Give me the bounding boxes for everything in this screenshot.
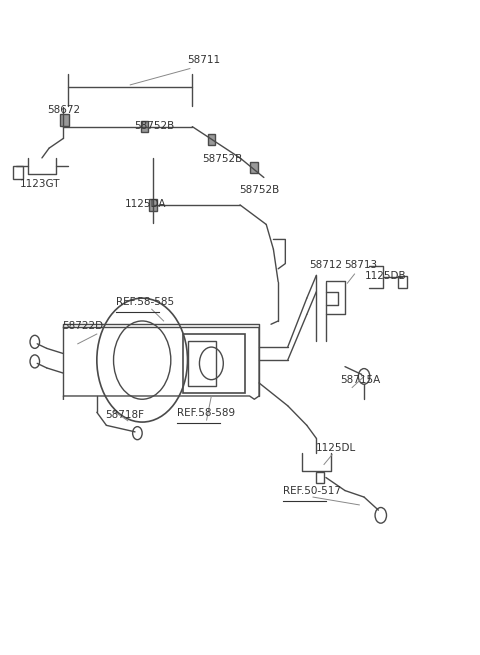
Text: 58752B: 58752B: [239, 185, 279, 195]
Text: 58752B: 58752B: [202, 154, 242, 164]
Bar: [149, 199, 157, 211]
Bar: [207, 134, 215, 145]
Bar: [183, 334, 245, 393]
Bar: [13, 166, 23, 179]
Text: 58711: 58711: [188, 55, 221, 66]
Text: 58722D: 58722D: [62, 322, 104, 331]
Text: REF.50-517: REF.50-517: [283, 486, 341, 496]
Bar: [251, 162, 258, 173]
Text: REF.58-585: REF.58-585: [116, 297, 174, 307]
Text: REF.58-589: REF.58-589: [177, 407, 235, 417]
Text: 58712: 58712: [310, 260, 343, 270]
Text: 1123GT: 1123GT: [20, 179, 60, 189]
Text: 1125DB: 1125DB: [365, 271, 407, 280]
Bar: [60, 114, 69, 126]
Bar: [141, 121, 148, 132]
Text: 58715A: 58715A: [340, 375, 381, 385]
Text: 1125DA: 1125DA: [124, 199, 166, 209]
Text: 58713: 58713: [344, 260, 377, 270]
Bar: [316, 472, 324, 483]
Text: 1125DL: 1125DL: [315, 443, 356, 453]
Text: 58718F: 58718F: [106, 410, 144, 420]
Text: 58672: 58672: [48, 105, 81, 115]
Bar: [188, 341, 216, 386]
Text: 58752B: 58752B: [134, 121, 174, 130]
Bar: [398, 276, 407, 288]
